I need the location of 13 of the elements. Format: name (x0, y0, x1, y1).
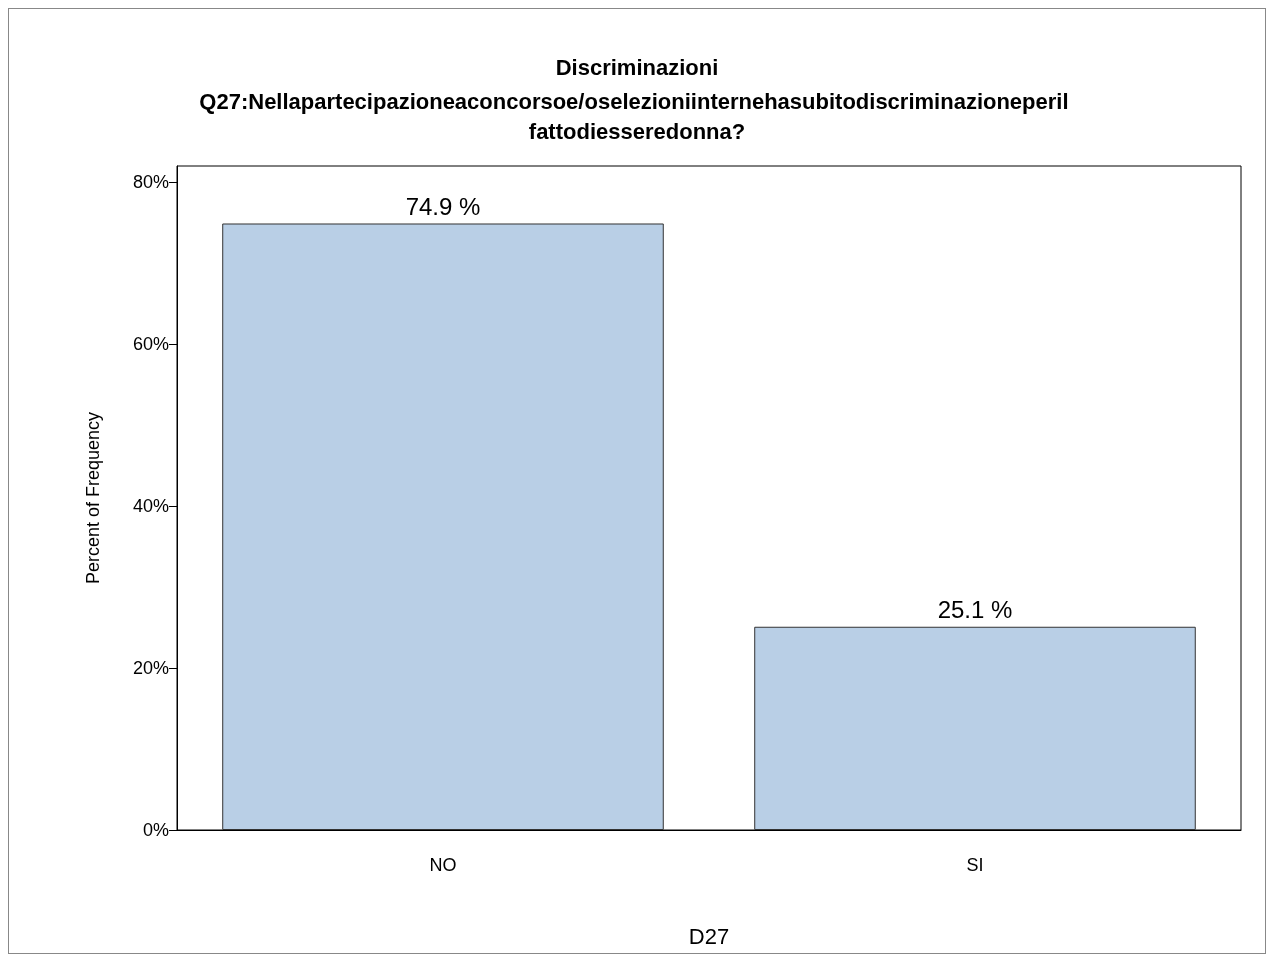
y-tick-label: 0% (142, 820, 169, 840)
x-axis-title: D27 (688, 923, 730, 949)
x-tick-label: SI (966, 855, 984, 875)
y-tick-label: 40% (132, 496, 169, 517)
chart-title: Discriminazioni (555, 54, 719, 80)
data-label: 74.9 % (405, 192, 481, 220)
y-axis-title: Percent of Frequency (83, 411, 103, 585)
y-tick-label: 60% (132, 334, 169, 355)
y-tick-label: 80% (132, 172, 169, 193)
x-tick-label: NO (429, 855, 457, 875)
data-label: 25.1 % (937, 596, 1013, 624)
chart-subtitle: Q27:Nellapartecipazioneaconcorsoe/oselezioniinternehasubitodiscriminazioneperil fattodiesseredonna? (199, 88, 1075, 144)
y-tick-label: 20% (132, 658, 169, 679)
